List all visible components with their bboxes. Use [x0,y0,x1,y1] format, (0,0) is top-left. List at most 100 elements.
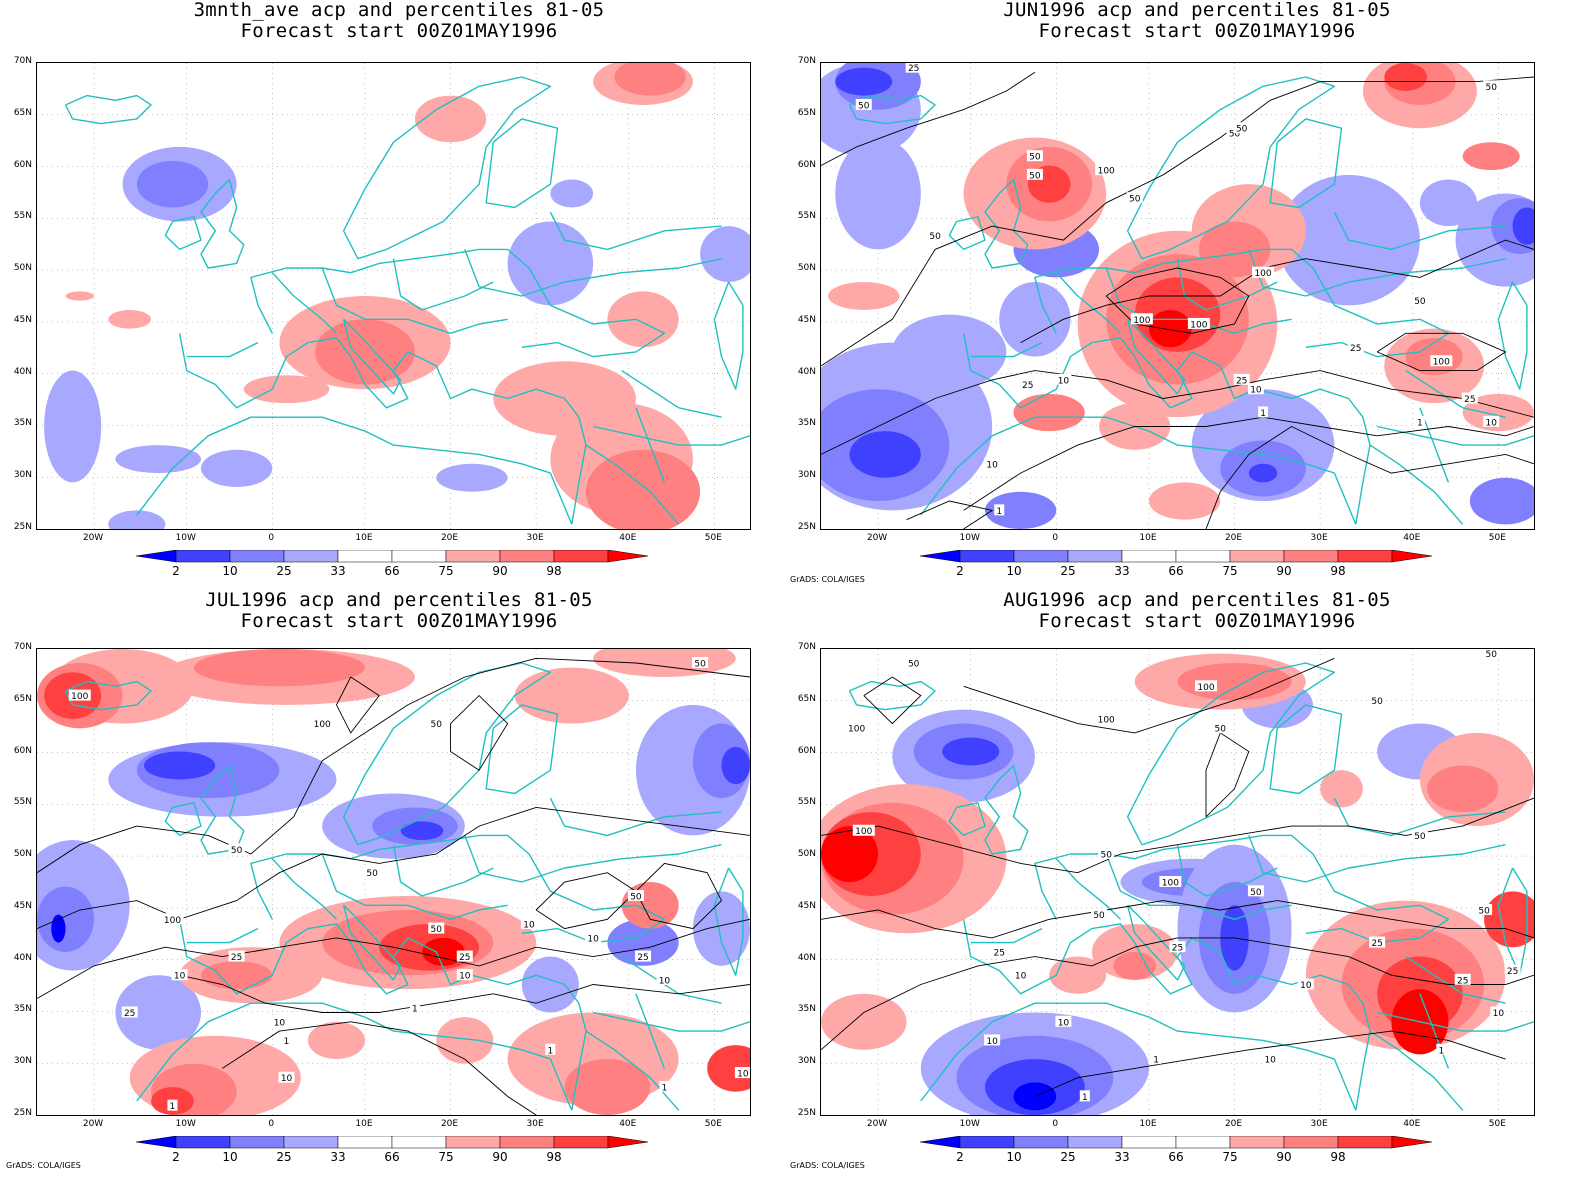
colorbar-segment [1067,1136,1123,1149]
coastline [321,267,508,334]
percentile-shade-blue-pale [436,463,508,492]
colorbar-label: 66 [1168,1150,1184,1164]
coastline [1034,834,1450,944]
lat-tick-label: 55N [797,211,816,222]
percentile-shade-red-pale [436,1017,494,1064]
coastline [1376,1011,1534,1032]
coastline [250,248,666,358]
coastline [549,211,722,251]
contour-label-bg [1169,941,1186,953]
colorbar-label: 98 [546,1150,562,1164]
contour-label: 10 [274,1018,286,1028]
colorbar-segment [391,550,447,563]
contour-line [821,76,1534,367]
contour-label: 1 [662,1084,668,1094]
contour-label-bg [1247,383,1264,395]
lon-tick-label: 0 [1052,1119,1059,1129]
contour-label: 25 [1172,944,1183,954]
percentile-shade-red-light [200,961,273,990]
coastline [271,858,337,920]
contour-label: 50 [1093,911,1105,921]
colorbar-segment [1283,550,1339,563]
lat-tick-label: 40N [13,366,32,377]
percentile-shade-blue-pale [692,891,750,966]
contour-label-bg [1233,122,1250,134]
contour-label-bg [659,1081,670,1093]
coastline [635,993,666,1069]
lon-tick-label: 20E [1224,1119,1243,1129]
coastline [962,333,1371,525]
contour-label: 10 [1015,972,1027,982]
colorbar-segment [1229,1136,1285,1149]
grads-credit: GrADS: COLA/IGES [6,1161,81,1170]
lat-tick-label: 60N [13,745,32,756]
contour-line [963,657,1335,734]
percentile-shade-blue-light [984,491,1057,529]
contour-label: 100 [855,827,872,837]
coastline [1333,797,1506,837]
contour-label-bg [1026,150,1043,162]
percentile-shade-red-pale [307,1021,365,1060]
colorbar-segment [229,1136,285,1149]
contour-label: 25 [994,948,1005,958]
percentile-shade-red-light [1198,221,1271,278]
colorbar-label: 33 [1114,1150,1130,1164]
contour-label: 100 [1098,715,1115,725]
contour-label-bg [984,457,1001,469]
coastline [713,867,744,976]
panel-title-line2: Forecast start 00Z01MAY1996 [1038,610,1356,632]
coastline [970,927,1043,944]
coastline [485,118,559,209]
coastline [342,904,402,981]
percentile-shade-red-pale [1148,482,1221,520]
lon-tick-label: 0 [268,1119,275,1129]
contour-label-bg [161,913,184,925]
contour-label-bg [692,656,709,668]
colorbar-segment [1283,1136,1339,1149]
contour-label-bg [167,1099,178,1111]
coastline [186,341,259,358]
percentile-shade-blue-mid [400,821,444,841]
contour-line [1105,267,1250,334]
lon-tick-label: 50E [704,1119,722,1129]
contour-label: 10 [174,972,186,982]
contour-line [1205,425,1534,529]
coastline [984,764,1029,855]
coastline [1333,211,1506,251]
contour-label: 1 [1260,409,1266,419]
lon-tick-label: 20W [866,533,888,543]
percentile-shade-blue-pale [521,956,579,1013]
panel-title-line2: Forecast start 00Z01MAY1996 [1038,20,1356,42]
percentile-colorbar [920,1136,1433,1149]
lon-tick-label: 40E [1403,533,1421,543]
colorbar-segment [1013,1136,1069,1149]
contour-label-bg [1490,1006,1507,1018]
lat-tick-label: 45N [797,314,816,325]
contour-line [1020,239,1534,343]
lon-tick-label: 20W [866,1119,888,1129]
coastline [1126,904,1186,981]
contour-label-bg [1079,1090,1090,1102]
percentile-shade-blue-pale [835,137,921,250]
contour-line [1376,332,1507,372]
lat-tick-label: 60N [797,159,816,170]
contour-label-bg [1247,885,1264,897]
percentile-shade-blue-pale [108,510,166,529]
percentile-shade-blue-mid [721,746,750,785]
colorbar-label: 75 [1222,564,1238,578]
contour-label: 25 [637,953,648,963]
contour-label-bg [228,950,245,962]
percentile-colorbar [136,1136,649,1149]
percentile-shade-blue-pale [200,449,273,488]
contour-label-bg [1430,355,1453,367]
coastline [1405,370,1506,418]
contour-label: 10 [986,460,998,470]
colorbar-label: 10 [222,1150,238,1164]
contour-label-bg [1130,313,1153,325]
lat-tick-label: 50N [797,263,816,274]
contour-label-bg [1233,373,1250,385]
coastline [713,281,744,390]
percentile-shade-red-pale [1049,956,1107,994]
lat-tick-label: 45N [13,314,32,325]
colorbar-label: 98 [546,564,562,578]
